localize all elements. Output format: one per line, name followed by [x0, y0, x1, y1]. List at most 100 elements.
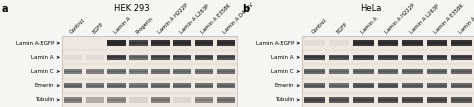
Bar [151, 40, 170, 46]
Bar [353, 97, 374, 103]
Bar [129, 69, 148, 74]
Bar [217, 99, 235, 101]
Bar [151, 55, 170, 60]
Text: Tubulin: Tubulin [274, 97, 294, 102]
Bar [451, 40, 472, 46]
Bar [353, 99, 374, 101]
Bar [151, 99, 170, 101]
Bar [304, 85, 325, 87]
Bar [64, 69, 82, 74]
Bar [304, 56, 325, 58]
Bar [173, 42, 191, 44]
Text: Tubulin: Tubulin [35, 97, 54, 102]
Bar [217, 71, 235, 72]
Bar [151, 83, 170, 88]
Bar [195, 55, 213, 60]
Bar [328, 83, 349, 88]
Bar [151, 42, 170, 44]
Bar [353, 83, 374, 88]
Bar [353, 55, 374, 60]
Bar [217, 69, 235, 74]
Text: b: b [242, 4, 249, 14]
Bar [173, 97, 191, 103]
Bar [378, 69, 398, 74]
Bar [304, 71, 325, 72]
Bar [173, 40, 191, 46]
Bar [378, 97, 398, 103]
Text: Control: Control [311, 18, 328, 35]
Text: Lamin A D446V: Lamin A D446V [222, 3, 255, 35]
Bar [451, 71, 472, 72]
Bar [86, 97, 104, 103]
Bar [195, 85, 213, 87]
Text: Lamin A-EGFP: Lamin A-EGFP [16, 41, 54, 46]
Bar [108, 83, 126, 88]
Bar [302, 36, 474, 107]
Bar [64, 55, 82, 60]
Text: Lamin C: Lamin C [272, 69, 294, 74]
Bar [427, 56, 447, 58]
Bar [304, 83, 325, 88]
Bar [195, 83, 213, 88]
Bar [304, 55, 325, 60]
Bar [378, 55, 398, 60]
Bar [217, 83, 235, 88]
Bar [217, 85, 235, 87]
Bar [402, 71, 423, 72]
Bar [129, 97, 148, 103]
Bar [217, 42, 235, 44]
Bar [402, 42, 423, 44]
Bar [108, 56, 126, 58]
Bar [427, 99, 447, 101]
Bar [451, 83, 472, 88]
Bar [328, 99, 349, 101]
Text: Emerin: Emerin [274, 83, 294, 88]
Bar [378, 56, 398, 58]
Bar [427, 42, 447, 44]
Text: Lamin A H222P: Lamin A H222P [157, 3, 189, 35]
Bar [402, 85, 423, 87]
Bar [62, 36, 237, 107]
Bar [86, 71, 104, 72]
Bar [86, 85, 104, 87]
Bar [64, 71, 82, 72]
Text: HEK 293: HEK 293 [114, 4, 150, 13]
Bar [173, 83, 191, 88]
Bar [151, 97, 170, 103]
Bar [402, 99, 423, 101]
Bar [353, 42, 374, 44]
Text: Lamin A H222P: Lamin A H222P [384, 3, 417, 35]
Bar [378, 40, 398, 46]
Text: Lamin A L263P: Lamin A L263P [179, 4, 210, 35]
Text: Lamin A E358K: Lamin A E358K [434, 3, 465, 35]
Bar [62, 36, 237, 107]
Bar [217, 56, 235, 58]
Bar [108, 99, 126, 101]
Bar [64, 97, 82, 103]
Bar [451, 56, 472, 58]
Bar [217, 55, 235, 60]
Bar [353, 71, 374, 72]
Bar [151, 85, 170, 87]
Bar [129, 56, 148, 58]
Bar [86, 83, 104, 88]
Bar [129, 40, 148, 46]
Bar [328, 97, 349, 103]
Bar [328, 40, 349, 46]
Bar [108, 69, 126, 74]
Bar [353, 85, 374, 87]
Bar [217, 40, 235, 46]
Bar [378, 99, 398, 101]
Bar [173, 85, 191, 87]
Bar [304, 97, 325, 103]
Bar [304, 69, 325, 74]
Bar [129, 71, 148, 72]
Text: Lamin C: Lamin C [31, 69, 54, 74]
Text: HeLa: HeLa [360, 4, 382, 13]
Bar [195, 40, 213, 46]
Text: Lamin A D446V: Lamin A D446V [458, 3, 474, 35]
Bar [151, 69, 170, 74]
Bar [451, 55, 472, 60]
Bar [108, 97, 126, 103]
Bar [86, 69, 104, 74]
